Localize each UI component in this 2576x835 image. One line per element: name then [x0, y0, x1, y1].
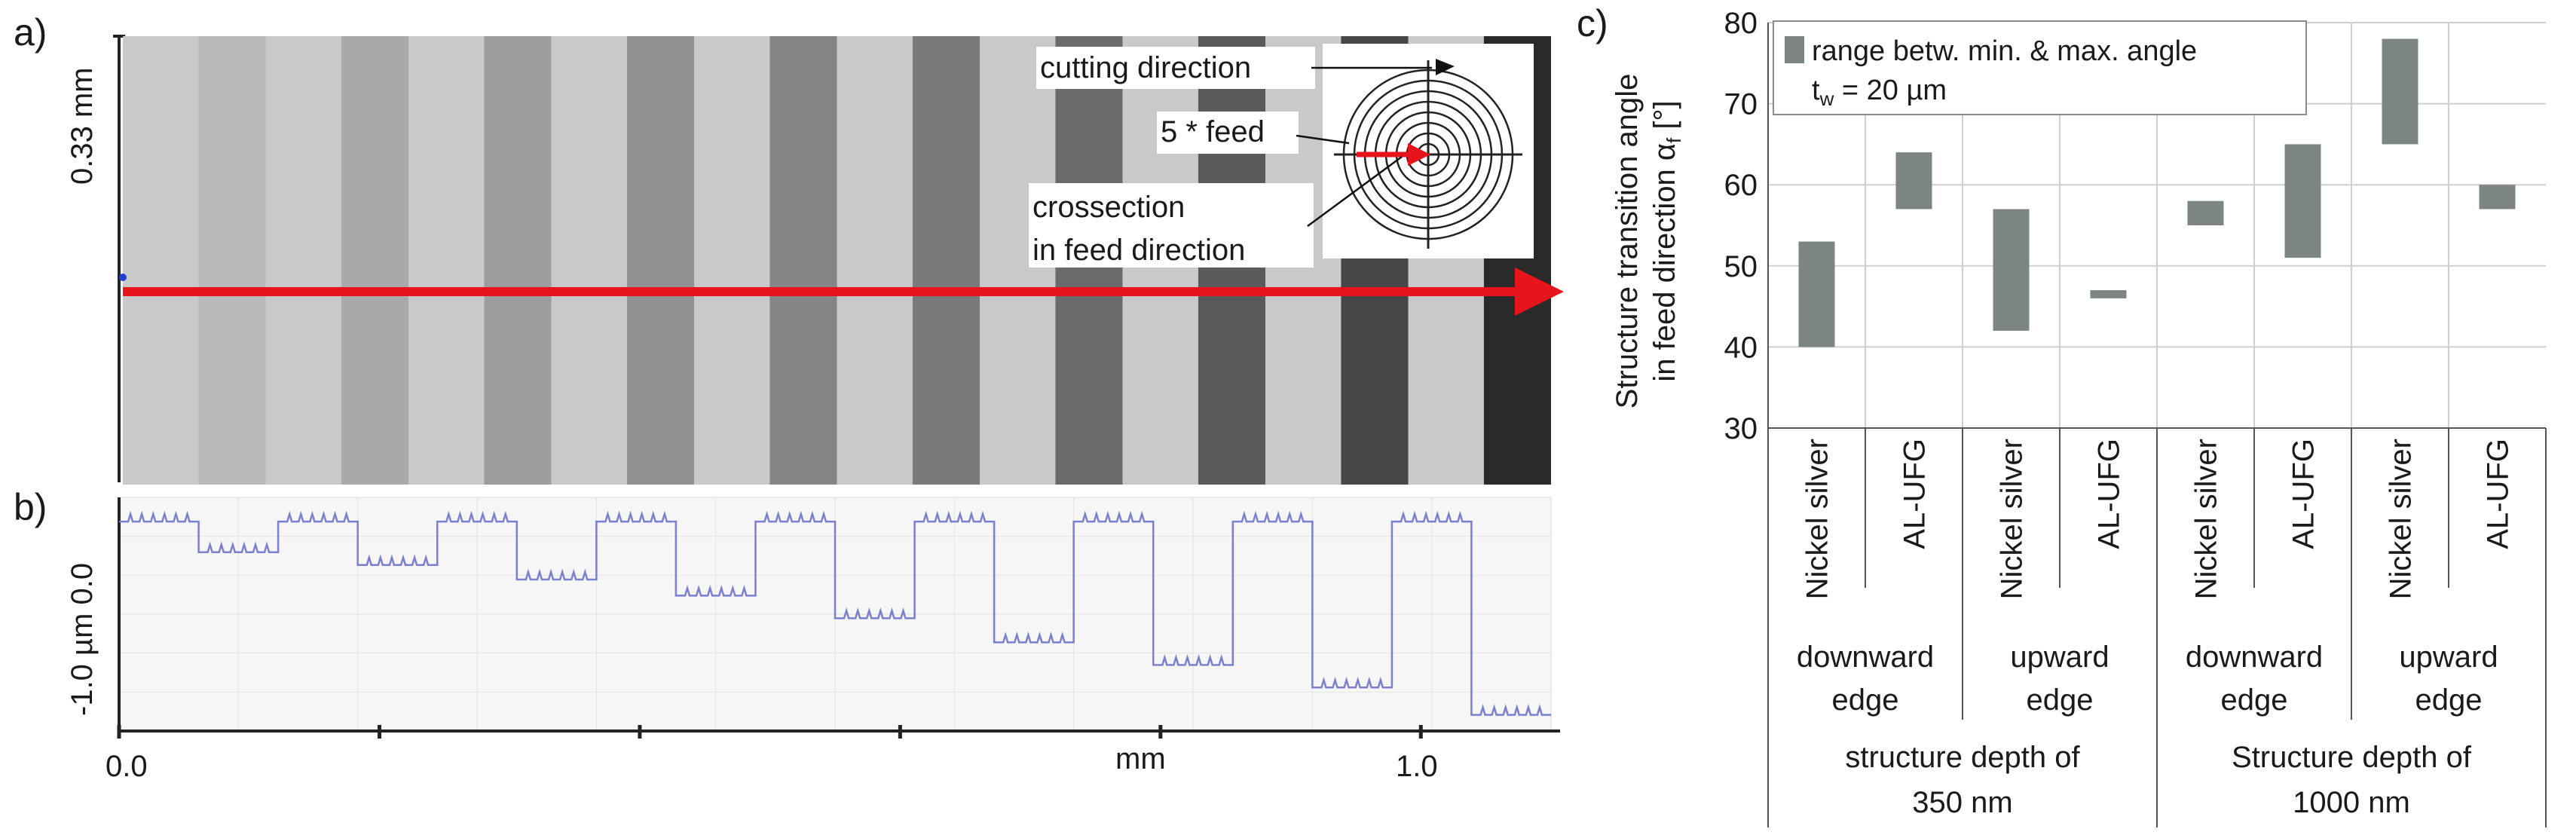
micrograph-stripe: [198, 36, 266, 485]
edge-group-label: downward: [2186, 641, 2323, 674]
surface-profile-line: [119, 510, 1551, 716]
crossection-label-1: crossection: [1033, 191, 1185, 224]
depth-group-label: Structure depth of: [2232, 741, 2472, 774]
edge-group-label: upward: [2010, 641, 2109, 674]
edge-group-label: edge: [2027, 684, 2094, 717]
micrograph-stripe: [484, 36, 552, 485]
legend-label-2: tw = 20 µm: [1812, 75, 1947, 110]
x-tick-label-0: 0.0: [106, 750, 148, 783]
category-label: AL-UFG: [1898, 439, 1932, 549]
panel-b-label: b): [14, 486, 47, 528]
category-label: Nickel silver: [2190, 439, 2223, 599]
crossection-label-2: in feed direction: [1033, 234, 1245, 267]
cutting-direction-label: cutting direction: [1040, 51, 1251, 84]
chart-y-tick-label: 40: [1724, 331, 1758, 364]
range-bar: [1798, 241, 1835, 347]
chart-y-label-2: in feed direction αf [°]: [1648, 100, 1685, 381]
profile-start-marker: [119, 274, 127, 281]
range-bar: [2090, 290, 2127, 298]
edge-group-label: upward: [2399, 641, 2498, 674]
chart-legend: range betw. min. & max. angle tw = 20 µm: [1773, 20, 2307, 115]
legend-swatch: [1785, 36, 1804, 63]
category-label: AL-UFG: [2287, 439, 2321, 549]
range-bar: [1993, 209, 2030, 331]
depth-group-label: 350 nm: [1912, 786, 2012, 819]
chart-bars: [1798, 38, 2516, 347]
x-tick-label-1: 1.0: [1396, 750, 1438, 783]
panel-b-x-ticks: [117, 725, 1423, 739]
feed-arrow-head-icon: [1408, 143, 1430, 166]
feed-box: [1157, 112, 1299, 154]
category-label: Nickel silver: [1801, 439, 1834, 599]
chart-category-table: Nickel silver AL-UFG Nickel silver AL-UFG Ni…: [1767, 428, 2547, 827]
cutting-direction-arrow-icon: [1436, 59, 1455, 75]
micrograph-stripe: [626, 36, 694, 485]
panel-c-label: c): [1577, 2, 1608, 44]
chart-y-label-1: Structure transition angle: [1611, 74, 1644, 409]
edge-group-label: edge: [2221, 684, 2288, 717]
crossection-arrow-head-icon: [1515, 268, 1564, 316]
feed-leader: [1296, 134, 1350, 145]
depth-group-label: structure depth of: [1845, 741, 2080, 774]
panel-a-scale-label: 0.33 mm: [66, 67, 99, 185]
category-label: Nickel silver: [2385, 439, 2418, 599]
range-bar: [2284, 144, 2321, 258]
category-label: AL-UFG: [2093, 439, 2126, 549]
legend-label-1: range betw. min. & max. angle: [1812, 35, 2197, 67]
range-bar: [2479, 185, 2516, 210]
cutting-direction-box: [1036, 47, 1315, 89]
depth-group-label: 1000 nm: [2293, 786, 2410, 819]
inset-schematic: [1323, 44, 1534, 258]
legend-box: [1773, 20, 2307, 115]
chart-y-tick-label: 60: [1724, 169, 1758, 202]
feed-label: 5 * feed: [1161, 115, 1265, 148]
x-unit-label: mm: [1115, 742, 1166, 775]
range-bar: [2382, 38, 2418, 145]
panel-a-label: a): [14, 11, 47, 54]
chart-y-tick-label: 30: [1724, 412, 1758, 445]
edge-group-label: edge: [1832, 684, 1899, 717]
crossection-box: [1029, 183, 1314, 268]
category-label: Nickel silver: [1996, 439, 2029, 599]
range-bar: [1895, 152, 1932, 210]
micrograph-stripe: [912, 36, 980, 485]
micrograph-stripe: [341, 36, 408, 485]
chart-y-tick-label: 80: [1724, 7, 1758, 40]
micrograph-stripe: [769, 36, 837, 485]
range-bar: [2187, 200, 2224, 225]
chart-y-tick-label: 70: [1724, 88, 1758, 121]
chart-y-tick-labels: 30 40 50 60 70 80: [1724, 7, 1758, 445]
chart-y-tick-label: 50: [1724, 250, 1758, 283]
edge-group-label: edge: [2415, 684, 2483, 717]
category-label: AL-UFG: [2482, 439, 2515, 549]
edge-group-label: downward: [1797, 641, 1934, 674]
panel-b-y-label: -1.0 µm 0.0: [66, 563, 99, 716]
crossection-leader: [1307, 155, 1403, 228]
